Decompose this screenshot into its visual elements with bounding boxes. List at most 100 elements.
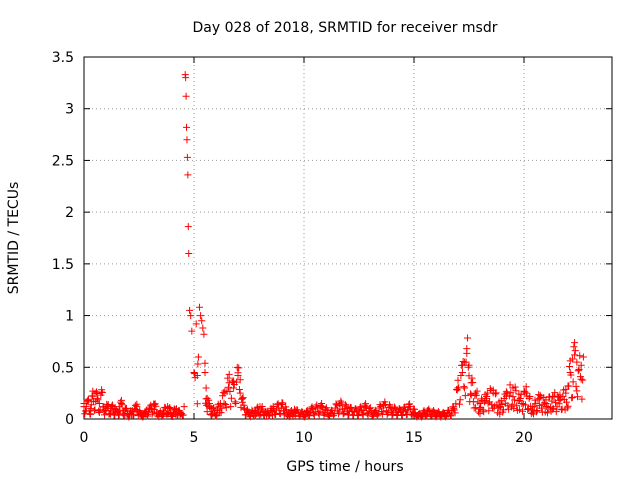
data-point <box>131 401 139 409</box>
data-point <box>574 393 582 401</box>
data-point <box>446 412 454 420</box>
data-point <box>347 404 355 412</box>
data-point <box>92 388 100 396</box>
x-tick-label: 15 <box>405 430 423 446</box>
data-point <box>222 400 230 408</box>
data-point <box>457 371 465 379</box>
data-point <box>549 405 557 413</box>
data-point <box>451 409 459 417</box>
data-point <box>246 413 254 421</box>
x-tick-label: 20 <box>515 430 533 446</box>
data-point <box>472 391 480 399</box>
data-point <box>190 369 198 377</box>
data-point <box>233 363 241 371</box>
data-point <box>159 412 167 420</box>
data-point <box>179 411 187 419</box>
data-point <box>201 359 209 367</box>
data-point <box>232 400 240 408</box>
data-point <box>342 401 350 409</box>
data-point <box>238 395 246 403</box>
data-point <box>230 384 238 392</box>
data-point <box>551 389 559 397</box>
x-tick-labels: 0 5 10 15 20 <box>80 430 533 446</box>
data-point <box>439 408 447 416</box>
data-point <box>577 375 585 383</box>
data-point <box>194 353 202 361</box>
data-point <box>266 412 274 420</box>
data-point <box>458 361 466 369</box>
data-point <box>363 409 371 417</box>
data-point <box>306 412 314 420</box>
data-point <box>302 407 310 415</box>
data-point <box>566 357 574 365</box>
data-point <box>130 411 138 419</box>
data-point <box>230 377 238 385</box>
data-point <box>191 370 199 378</box>
data-point <box>573 387 581 395</box>
data-point <box>469 378 477 386</box>
data-point <box>147 405 155 413</box>
data-point <box>509 393 517 401</box>
data-point <box>415 409 423 417</box>
data-point <box>316 407 324 415</box>
data-point <box>98 388 106 396</box>
data-point <box>123 404 131 412</box>
data-point <box>476 410 484 418</box>
data-point <box>102 406 110 414</box>
data-point <box>240 401 248 409</box>
data-point <box>474 398 482 406</box>
data-point <box>530 403 538 411</box>
data-point <box>556 391 564 399</box>
data-point <box>468 374 476 382</box>
data-point <box>552 408 560 416</box>
data-point <box>456 396 464 404</box>
data-point <box>543 409 551 417</box>
data-point <box>518 399 526 407</box>
x-tick-label: 5 <box>190 430 199 446</box>
data-point <box>217 409 225 417</box>
data-point <box>405 401 413 409</box>
data-point <box>357 403 365 411</box>
data-point <box>517 390 525 398</box>
data-point <box>492 389 500 397</box>
data-point <box>227 394 235 402</box>
data-point <box>464 363 472 371</box>
data-point <box>93 389 101 397</box>
data-point <box>521 401 529 409</box>
plot-area <box>83 56 613 420</box>
data-point <box>233 378 241 386</box>
data-point <box>508 400 516 408</box>
data-point <box>491 390 499 398</box>
axis-ticks <box>83 56 612 420</box>
data-point <box>313 401 321 409</box>
data-point <box>338 399 346 407</box>
data-point <box>199 324 207 332</box>
data-point <box>460 383 468 391</box>
data-point <box>475 405 483 413</box>
y-tick-label: 1.5 <box>52 257 74 273</box>
data-point <box>182 92 190 100</box>
data-point <box>577 361 585 369</box>
data-point <box>565 362 573 370</box>
data-point <box>150 406 158 414</box>
data-point <box>477 395 485 403</box>
data-point <box>571 347 579 355</box>
data-point <box>147 401 155 409</box>
data-point <box>504 402 512 410</box>
data-point <box>139 413 147 421</box>
data-point <box>513 402 521 410</box>
data-point <box>459 357 467 365</box>
data-point <box>555 400 563 408</box>
y-tick-label: 2.5 <box>52 153 74 169</box>
data-point <box>536 391 544 399</box>
data-point <box>354 412 362 420</box>
data-point <box>377 403 385 411</box>
data-point <box>520 387 528 395</box>
data-point <box>574 367 582 375</box>
data-point <box>384 409 392 417</box>
data-point <box>325 412 333 420</box>
data-point <box>571 351 579 359</box>
data-point <box>183 123 191 131</box>
data-point <box>461 384 469 392</box>
